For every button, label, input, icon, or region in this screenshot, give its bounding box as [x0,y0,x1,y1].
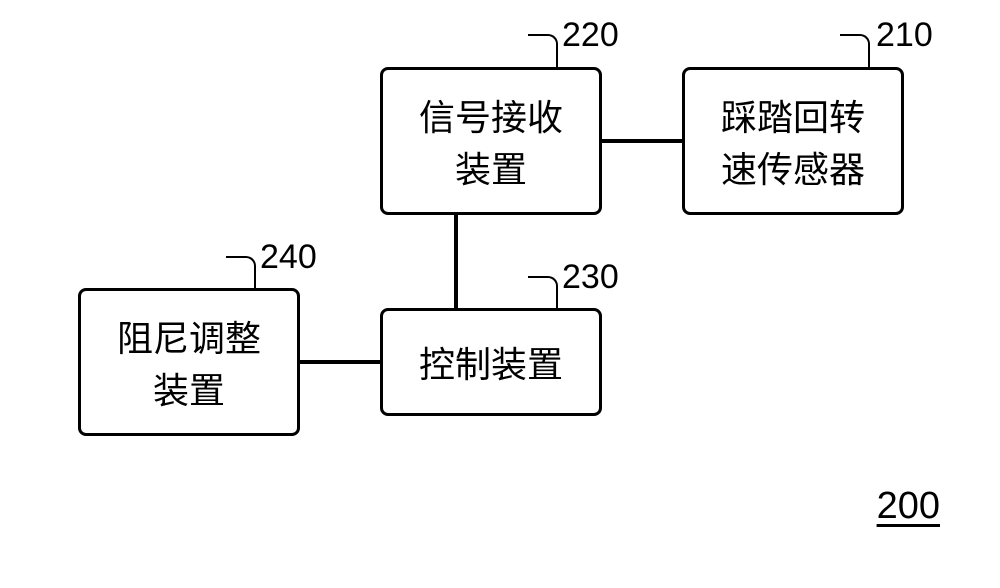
label-240: 240 [260,238,317,277]
node-220-line2: 装置 [455,141,527,193]
label-220: 220 [562,16,619,55]
label-230: 230 [562,258,619,297]
edge-210-220 [602,139,682,143]
node-240-line1: 阻尼调整 [117,310,261,362]
node-230-line1: 控制装置 [419,336,563,388]
node-240: 阻尼调整 装置 [78,288,300,436]
edge-230-240 [300,360,380,364]
leader-230 [528,276,558,309]
leader-210 [840,34,870,68]
node-210-line1: 踩踏回转 [721,89,865,141]
label-210: 210 [876,16,933,55]
node-220-line1: 信号接收 [419,89,563,141]
figure-number: 200 [877,485,940,528]
leader-220 [528,34,558,68]
node-230: 控制装置 [380,308,602,416]
edge-220-230 [454,215,458,308]
node-240-line2: 装置 [153,362,225,414]
node-210: 踩踏回转 速传感器 [682,67,904,215]
node-220: 信号接收 装置 [380,67,602,215]
leader-240 [226,256,256,289]
node-210-line2: 速传感器 [721,141,865,193]
